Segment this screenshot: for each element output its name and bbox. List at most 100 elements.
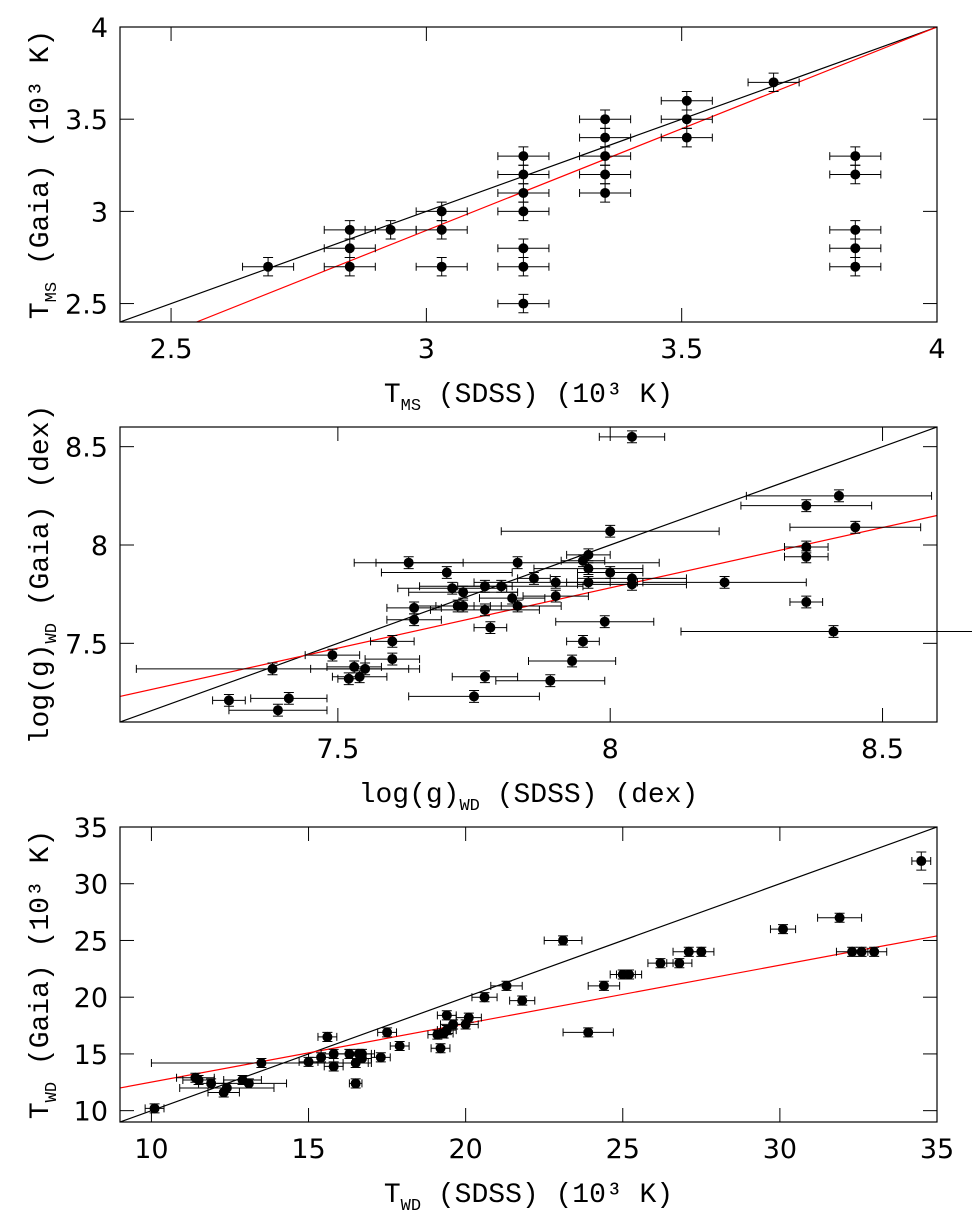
data-point [850, 169, 861, 180]
y-tick-label: 10 [74, 1097, 108, 1128]
data-point [600, 169, 611, 180]
data-point [528, 573, 539, 584]
y-tick-label: 25 [74, 926, 108, 957]
error-bars [680, 625, 972, 638]
data-point [387, 654, 398, 665]
error-bars [429, 603, 540, 617]
data-point [344, 243, 355, 254]
data-point [626, 573, 637, 584]
error-bars [497, 256, 550, 277]
data-point [149, 1103, 160, 1114]
data-point [303, 1056, 314, 1067]
x-tick-label: 15 [291, 1134, 325, 1165]
data-point [328, 1061, 339, 1072]
data-point [441, 1010, 452, 1021]
data-point [469, 691, 480, 702]
data-point [567, 656, 578, 667]
data-point [599, 616, 610, 627]
data-point [605, 567, 616, 578]
data-point [507, 593, 518, 604]
y-tick-label: 35 [74, 813, 108, 844]
data-point [485, 622, 496, 633]
data-point [834, 912, 845, 923]
label-sub: WD [43, 1082, 62, 1102]
data-point [436, 261, 447, 272]
y-tick-label: 20 [74, 983, 108, 1014]
data-point [518, 206, 529, 217]
label-main: T [384, 380, 401, 411]
reference-line [120, 935, 937, 1089]
data-point [518, 169, 529, 180]
label-main: log(g) [26, 644, 57, 745]
data-point [696, 946, 707, 957]
data-point [256, 1058, 267, 1068]
data-point [479, 992, 490, 1003]
plot-frame [119, 826, 938, 1123]
data-point [385, 224, 396, 235]
axis-label: TMS (SDSS) (10³ K) [384, 380, 673, 416]
data-point [801, 597, 812, 608]
data-point [263, 261, 274, 272]
data-point [479, 604, 490, 615]
x-tick-label: 25 [606, 1134, 640, 1165]
label-sub: MS [401, 397, 421, 416]
data-point [518, 243, 529, 254]
data-point [674, 958, 685, 969]
label-main: log(g) [359, 780, 460, 811]
data-point [550, 591, 561, 602]
x-tick-label: 8.5 [861, 734, 904, 765]
axis-label: TMS (Gaia) (10³ K) [26, 30, 62, 319]
data-point [550, 577, 561, 588]
data-point [458, 600, 469, 611]
data-point [479, 671, 490, 682]
data-point [512, 557, 523, 568]
axis-label: log(g)WD (Gaia) (dex) [26, 405, 62, 745]
label-tail: (SDSS) (10³ K) [421, 380, 673, 411]
data-point [768, 77, 779, 88]
label-main: T [26, 302, 57, 319]
data-point [600, 132, 611, 143]
label-main: T [26, 1102, 57, 1119]
data-point [479, 581, 490, 592]
label-sub: MS [43, 282, 62, 302]
data-point [577, 636, 588, 647]
error-bars [455, 1012, 482, 1023]
data-point [545, 675, 556, 686]
y-tick-label: 8.5 [65, 433, 108, 464]
label-sub: WD [43, 623, 62, 643]
data-point [387, 636, 398, 647]
y-tick-label: 4 [91, 13, 108, 44]
data-point [458, 587, 469, 598]
data-point [828, 626, 839, 637]
x-tick-label: 10 [134, 1134, 168, 1165]
data-point [681, 114, 692, 125]
data-point [344, 224, 355, 235]
data-point [436, 206, 447, 217]
error-bars [522, 589, 589, 603]
data-point [409, 602, 420, 613]
error-bars [497, 293, 550, 314]
x-tick-label: 3.5 [660, 334, 703, 365]
data-point [221, 1082, 232, 1093]
data-point [322, 1031, 333, 1042]
data-point [409, 614, 420, 625]
axis-label: TWD (SDSS) (10³ K) [384, 1180, 673, 1216]
data-point [436, 224, 447, 235]
reference-line [120, 427, 937, 722]
data-point [583, 1027, 594, 1038]
fit-lines [120, 427, 937, 722]
y-tick-label: 7.5 [65, 629, 108, 660]
y-tick-label: 30 [74, 870, 108, 901]
data-point [850, 224, 861, 235]
label-tail: (Gaia) (10³ K) [26, 830, 57, 1082]
x-tick-label: 3 [418, 334, 435, 365]
data-point [600, 114, 611, 125]
y-tick-label: 3 [91, 197, 108, 228]
data-point [349, 661, 360, 672]
plot-frame [119, 26, 938, 323]
data-point [605, 526, 616, 537]
x-tick-label: 35 [920, 1134, 954, 1165]
